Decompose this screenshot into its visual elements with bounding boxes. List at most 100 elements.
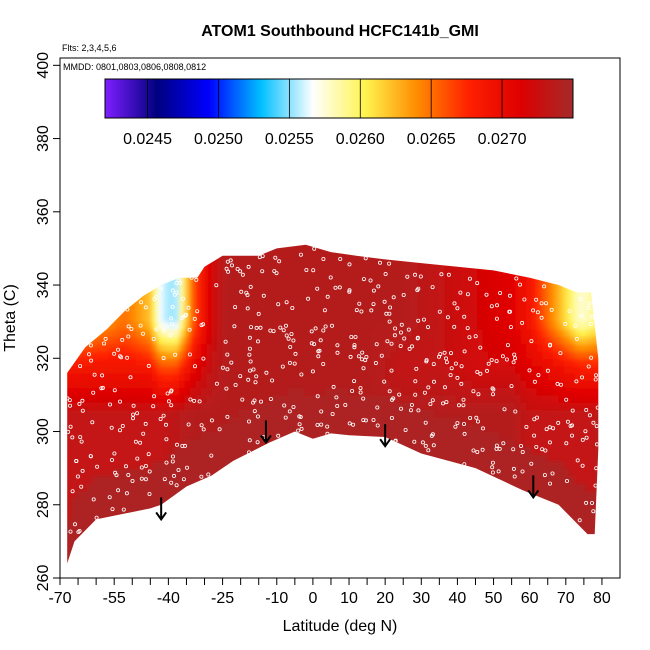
field-cell [406,314,413,323]
field-cell [390,490,397,498]
field-cell [455,490,462,498]
field-cell [217,402,224,411]
field-cell [450,336,457,345]
field-cell [433,512,440,520]
field-cell [168,365,175,374]
field-cell [553,314,560,323]
field-cell [466,394,473,403]
field-cell [574,343,581,352]
field-cell [531,255,538,264]
field-cell [320,277,327,286]
field-cell [81,321,88,330]
field-cell [423,372,430,381]
field-cell [574,490,581,498]
field-cell [152,263,159,271]
field-cell [461,541,467,550]
field-cell [163,299,169,308]
field-cell [542,321,549,330]
field-cell [271,504,278,513]
field-cell [119,460,126,469]
field-cell [81,380,88,389]
field-cell [482,343,489,352]
field-cell [417,248,424,257]
field-cell [309,248,316,257]
field-cell [277,571,283,579]
field-cell [607,234,613,242]
field-cell [536,424,543,433]
field-cell [358,270,365,279]
field-cell [450,227,456,235]
field-cell [325,307,332,315]
field-cell [586,571,592,579]
field-cell [450,263,457,271]
field-cell [434,234,440,242]
field-cell [488,285,495,293]
field-cell [200,438,207,447]
field-cell [509,329,516,337]
field-cell [206,556,213,564]
field-cell [341,394,348,403]
field-cell [331,526,337,535]
field-cell [67,358,72,367]
field-cell [536,394,543,403]
field-cell [358,453,365,462]
field-cell [347,548,354,557]
field-cell [293,571,299,579]
field-cell [326,227,332,235]
field-cell [471,424,478,433]
field-cell [298,365,305,374]
sample-point [112,351,117,356]
field-cell [135,343,142,352]
field-cell [81,387,88,396]
field-cell [233,372,240,381]
field-cell [255,468,262,476]
field-cell [531,563,538,564]
field-cell [542,475,549,484]
field-cell [504,504,511,513]
field-cell [211,394,218,403]
field-cell [553,277,560,286]
field-cell [406,329,413,337]
field-cell [417,468,424,476]
field-cell [265,409,272,418]
field-cell [320,563,327,564]
field-cell [206,277,213,286]
field-cell [320,431,327,440]
field-cell [211,380,218,389]
field-cell [168,351,175,359]
field-cell [417,329,424,337]
field-cell [439,446,446,455]
field-cell [108,446,115,455]
field-cell [331,248,337,257]
field-cell [461,343,467,352]
field-cell [173,431,180,440]
field-cell [542,409,549,418]
field-cell [471,358,478,367]
field-cell [217,534,224,542]
field-cell [368,490,375,498]
field-cell [418,227,424,235]
field-cell [130,534,137,542]
field-cell [70,270,77,279]
field-cell [450,409,457,418]
field-cell [282,394,289,403]
field-cell [67,343,72,352]
field-cell [488,460,495,469]
sample-point [494,359,499,364]
sample-point [79,484,84,489]
field-cell [439,351,446,359]
field-cell [363,526,370,535]
field-cell [265,263,272,271]
field-cell [358,394,365,403]
field-cell [282,380,289,389]
field-cell [536,358,543,367]
field-cell [92,387,99,396]
field-cell [428,556,435,564]
field-cell [81,277,88,286]
field-cell [146,563,153,564]
field-cell [368,541,375,550]
field-cell [515,402,522,411]
field-cell [92,358,99,367]
field-cell [228,321,234,330]
field-cell [81,556,88,564]
